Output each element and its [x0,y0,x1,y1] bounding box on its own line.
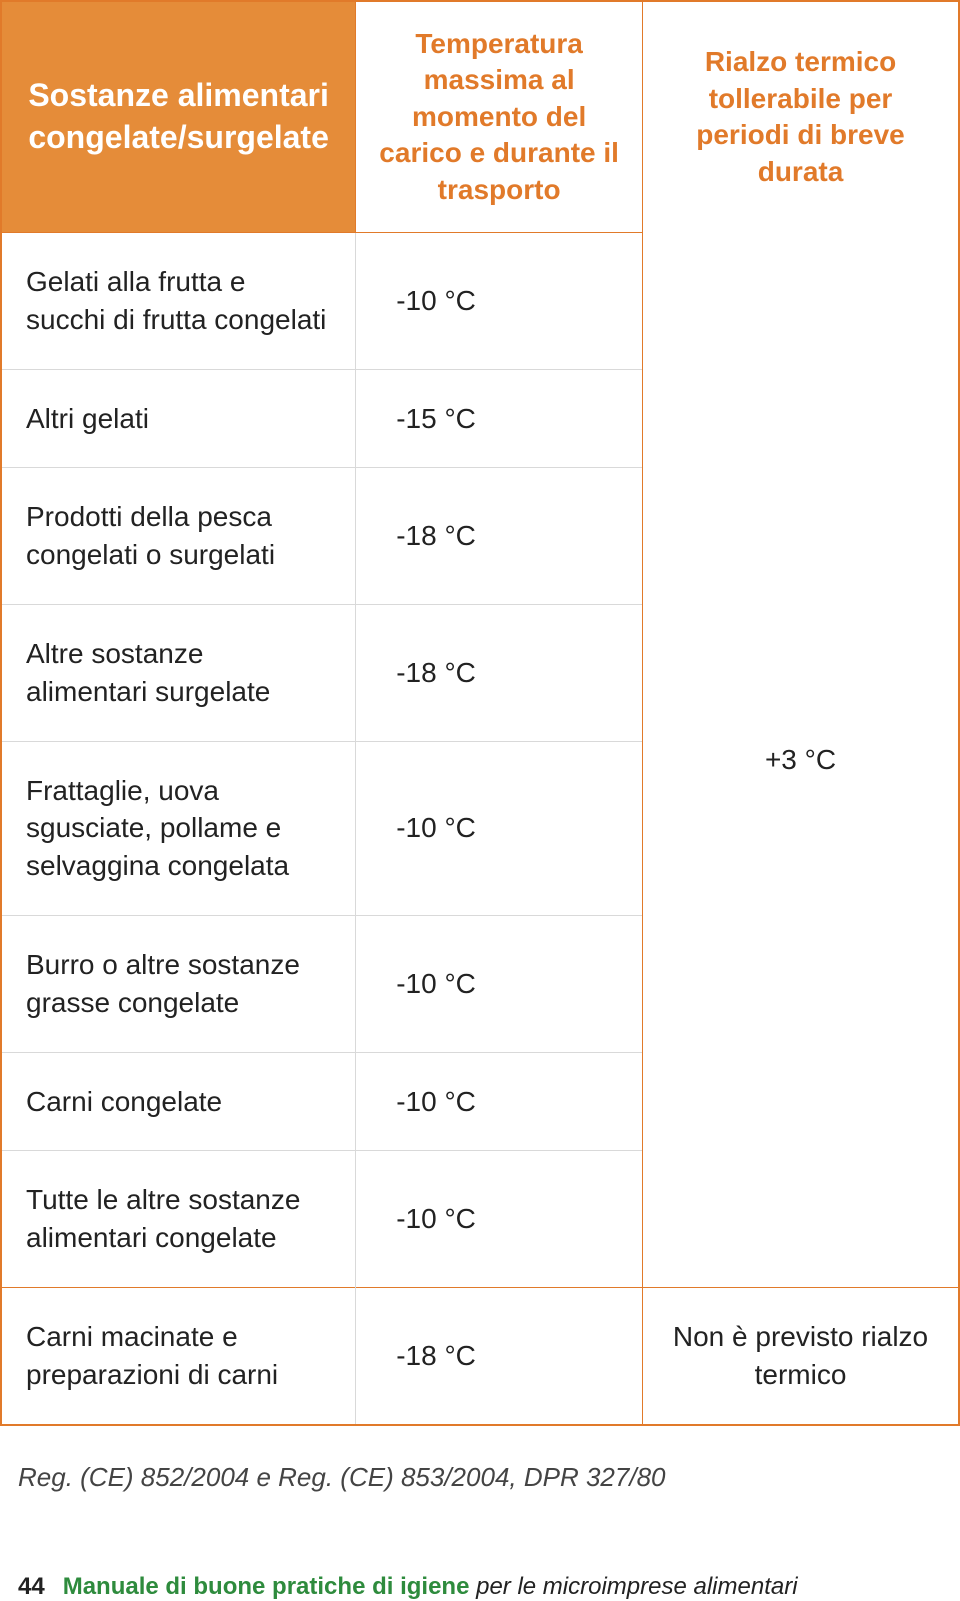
cell-label: Burro o altre sostanze grasse congelate [2,915,356,1052]
merged-rialzo-cell: +3 °C [643,232,958,1287]
cell-label: Prodotti della pesca congelati o surgela… [2,468,356,605]
cell-temp: -10 °C [356,915,643,1052]
cell-temp: -18 °C [356,468,643,605]
cell-label: Altri gelati [2,369,356,468]
cell-temp: -10 °C [356,1151,643,1288]
page: Sostanze alimentari congelate/surgelate … [0,0,960,1601]
header-substances: Sostanze alimentari congelate/surgelate [2,2,356,232]
table-row-last: Carni macinate e preparazioni di carni -… [2,1287,958,1423]
cell-temp: -10 °C [356,232,643,369]
cell-temp: -18 °C [356,1287,643,1423]
page-footer: 44 Manuale di buone pratiche di igiene p… [0,1573,960,1601]
cell-label: Carni congelate [2,1052,356,1151]
reference-text: Reg. (CE) 852/2004 e Reg. (CE) 853/2004,… [18,1462,960,1493]
cell-rialzo: Non è previsto rialzo termico [643,1287,958,1423]
manual-title-bold: Manuale di buone pratiche di igiene [63,1573,470,1600]
cell-temp: -10 °C [356,741,643,915]
cell-label: Gelati alla frutta e succhi di frutta co… [2,232,356,369]
cell-temp: -10 °C [356,1052,643,1151]
header-rialzo: Rialzo termico tollerabile per periodi d… [643,2,958,232]
cell-label: Altre sostanze alimentari surgelate [2,604,356,741]
cell-temp: -15 °C [356,369,643,468]
cell-label: Carni macinate e preparazioni di carni [2,1287,356,1423]
manual-title: Manuale di buone pratiche di igiene per … [63,1573,798,1601]
header-max-temp: Temperatura massima al momento del caric… [356,2,643,232]
table-header-row: Sostanze alimentari congelate/surgelate … [2,2,958,232]
cell-label: Frattaglie, uova sgusciate, pollame e se… [2,741,356,915]
cell-temp: -18 °C [356,604,643,741]
page-number: 44 [18,1573,45,1601]
table-row: Gelati alla frutta e succhi di frutta co… [2,232,958,369]
cell-label: Tutte le altre sostanze alimentari conge… [2,1151,356,1288]
temperature-table: Sostanze alimentari congelate/surgelate … [0,0,960,1426]
manual-title-rest: per le microimprese alimentari [469,1573,797,1600]
